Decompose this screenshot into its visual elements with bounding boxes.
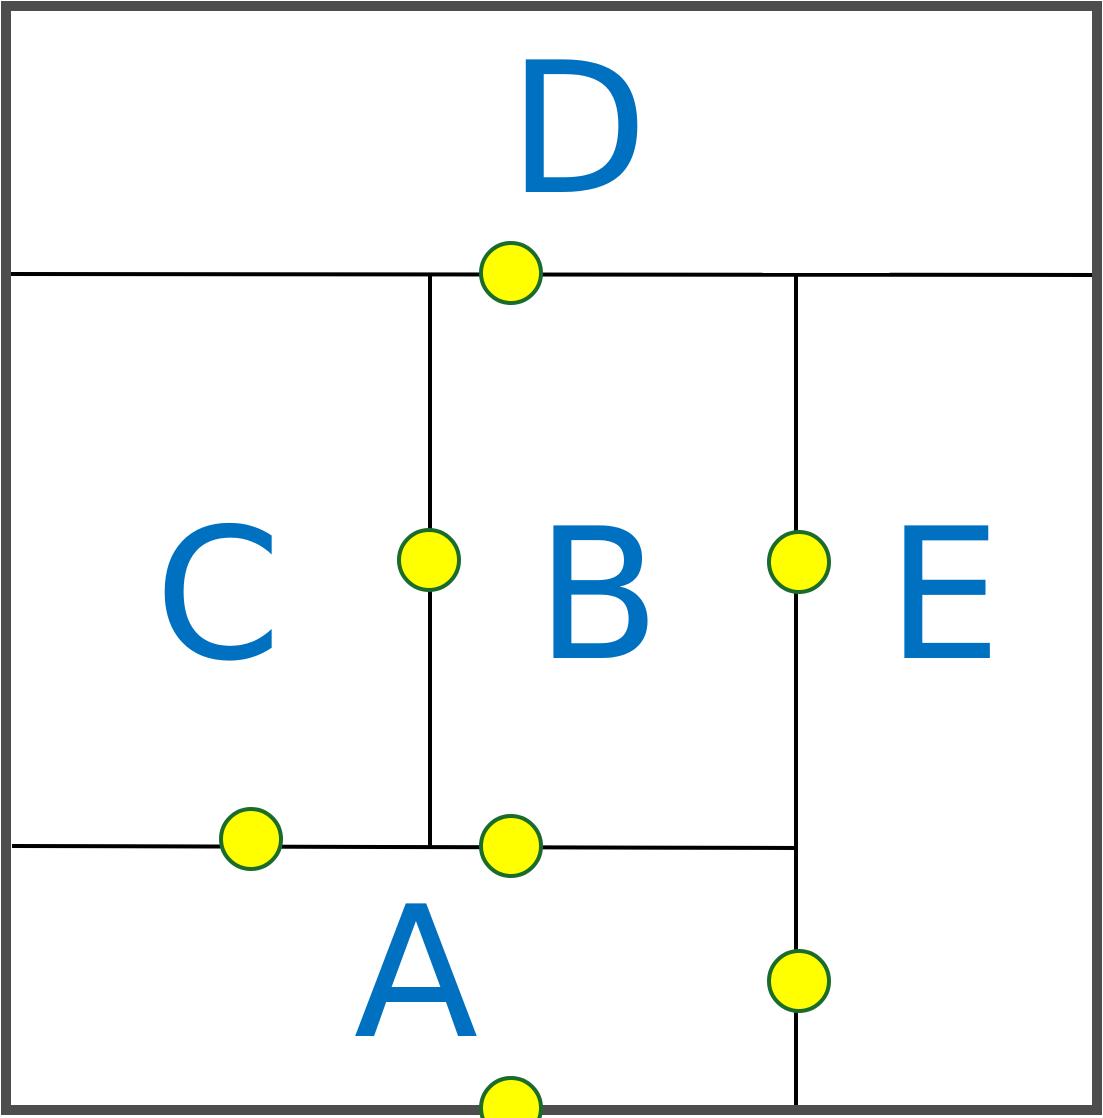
label-region-b: B (536, 489, 661, 701)
label-region-c: C (154, 489, 281, 701)
node-a-outside (479, 1076, 543, 1118)
node-b-a (479, 814, 543, 878)
divider-d-horizontal (9, 272, 1098, 277)
divider-a-horizontal (11, 844, 797, 850)
connection-points (219, 241, 831, 1118)
node-b-e (767, 530, 831, 594)
node-d-b (479, 241, 543, 305)
region-labels: D C B E A (154, 23, 1001, 1079)
label-region-e: E (887, 489, 1002, 701)
label-region-d: D (508, 23, 648, 235)
node-c-b (397, 528, 461, 592)
node-c-a (219, 807, 283, 871)
node-a-e (767, 949, 831, 1013)
label-region-a: A (354, 867, 479, 1079)
